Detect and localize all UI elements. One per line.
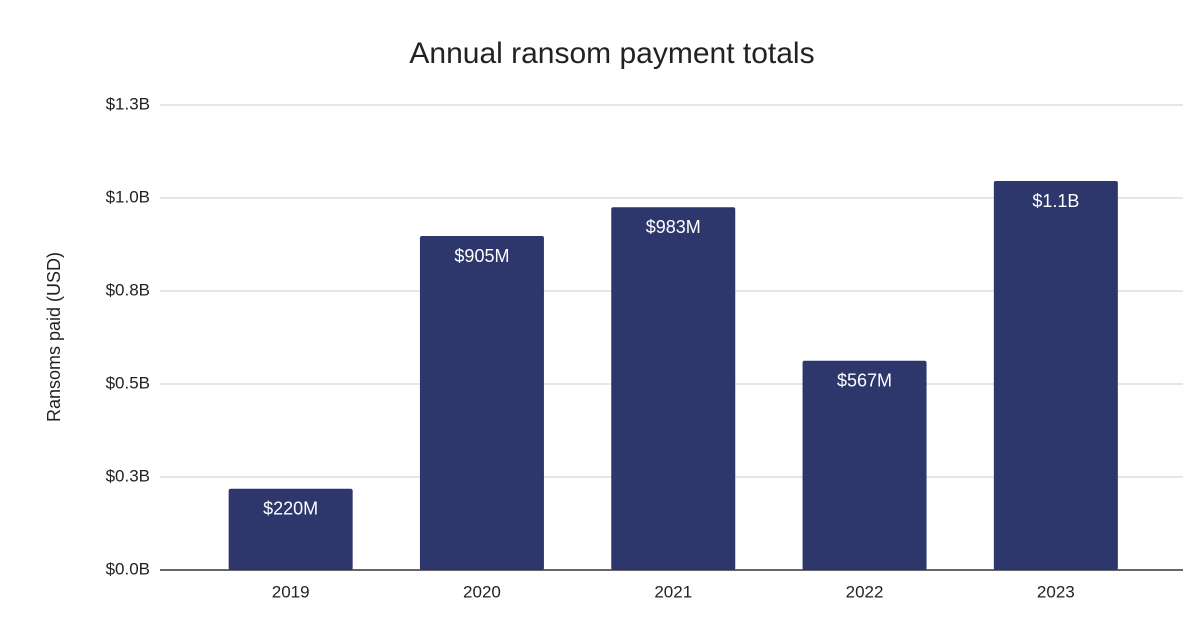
y-axis-title: Ransoms paid (USD) — [44, 252, 64, 422]
chart-title: Annual ransom payment totals — [409, 37, 814, 70]
bar — [419, 236, 544, 570]
y-tick-label: $0.8B — [106, 280, 150, 299]
x-tick-label: 2021 — [654, 582, 692, 601]
bar — [611, 207, 736, 570]
x-tick-label: 2020 — [463, 582, 501, 601]
data-label: $983M — [646, 217, 701, 237]
data-label: $1.1B — [1032, 191, 1079, 211]
data-label: $905M — [454, 246, 509, 266]
x-tick-label: 2023 — [1037, 582, 1075, 601]
bar — [802, 360, 927, 570]
y-tick-label: $0.5B — [106, 373, 150, 392]
bar — [228, 488, 353, 570]
y-tick-label: $0.3B — [106, 466, 150, 485]
x-tick-label: 2022 — [846, 582, 884, 601]
y-tick-label: $1.0B — [106, 187, 150, 206]
data-label: $220M — [263, 499, 318, 519]
y-tick-label: $1.3B — [106, 94, 150, 113]
bar — [993, 181, 1118, 570]
y-tick-label: $0.0B — [106, 559, 150, 578]
x-tick-label: 2019 — [272, 582, 310, 601]
data-label: $567M — [837, 371, 892, 391]
